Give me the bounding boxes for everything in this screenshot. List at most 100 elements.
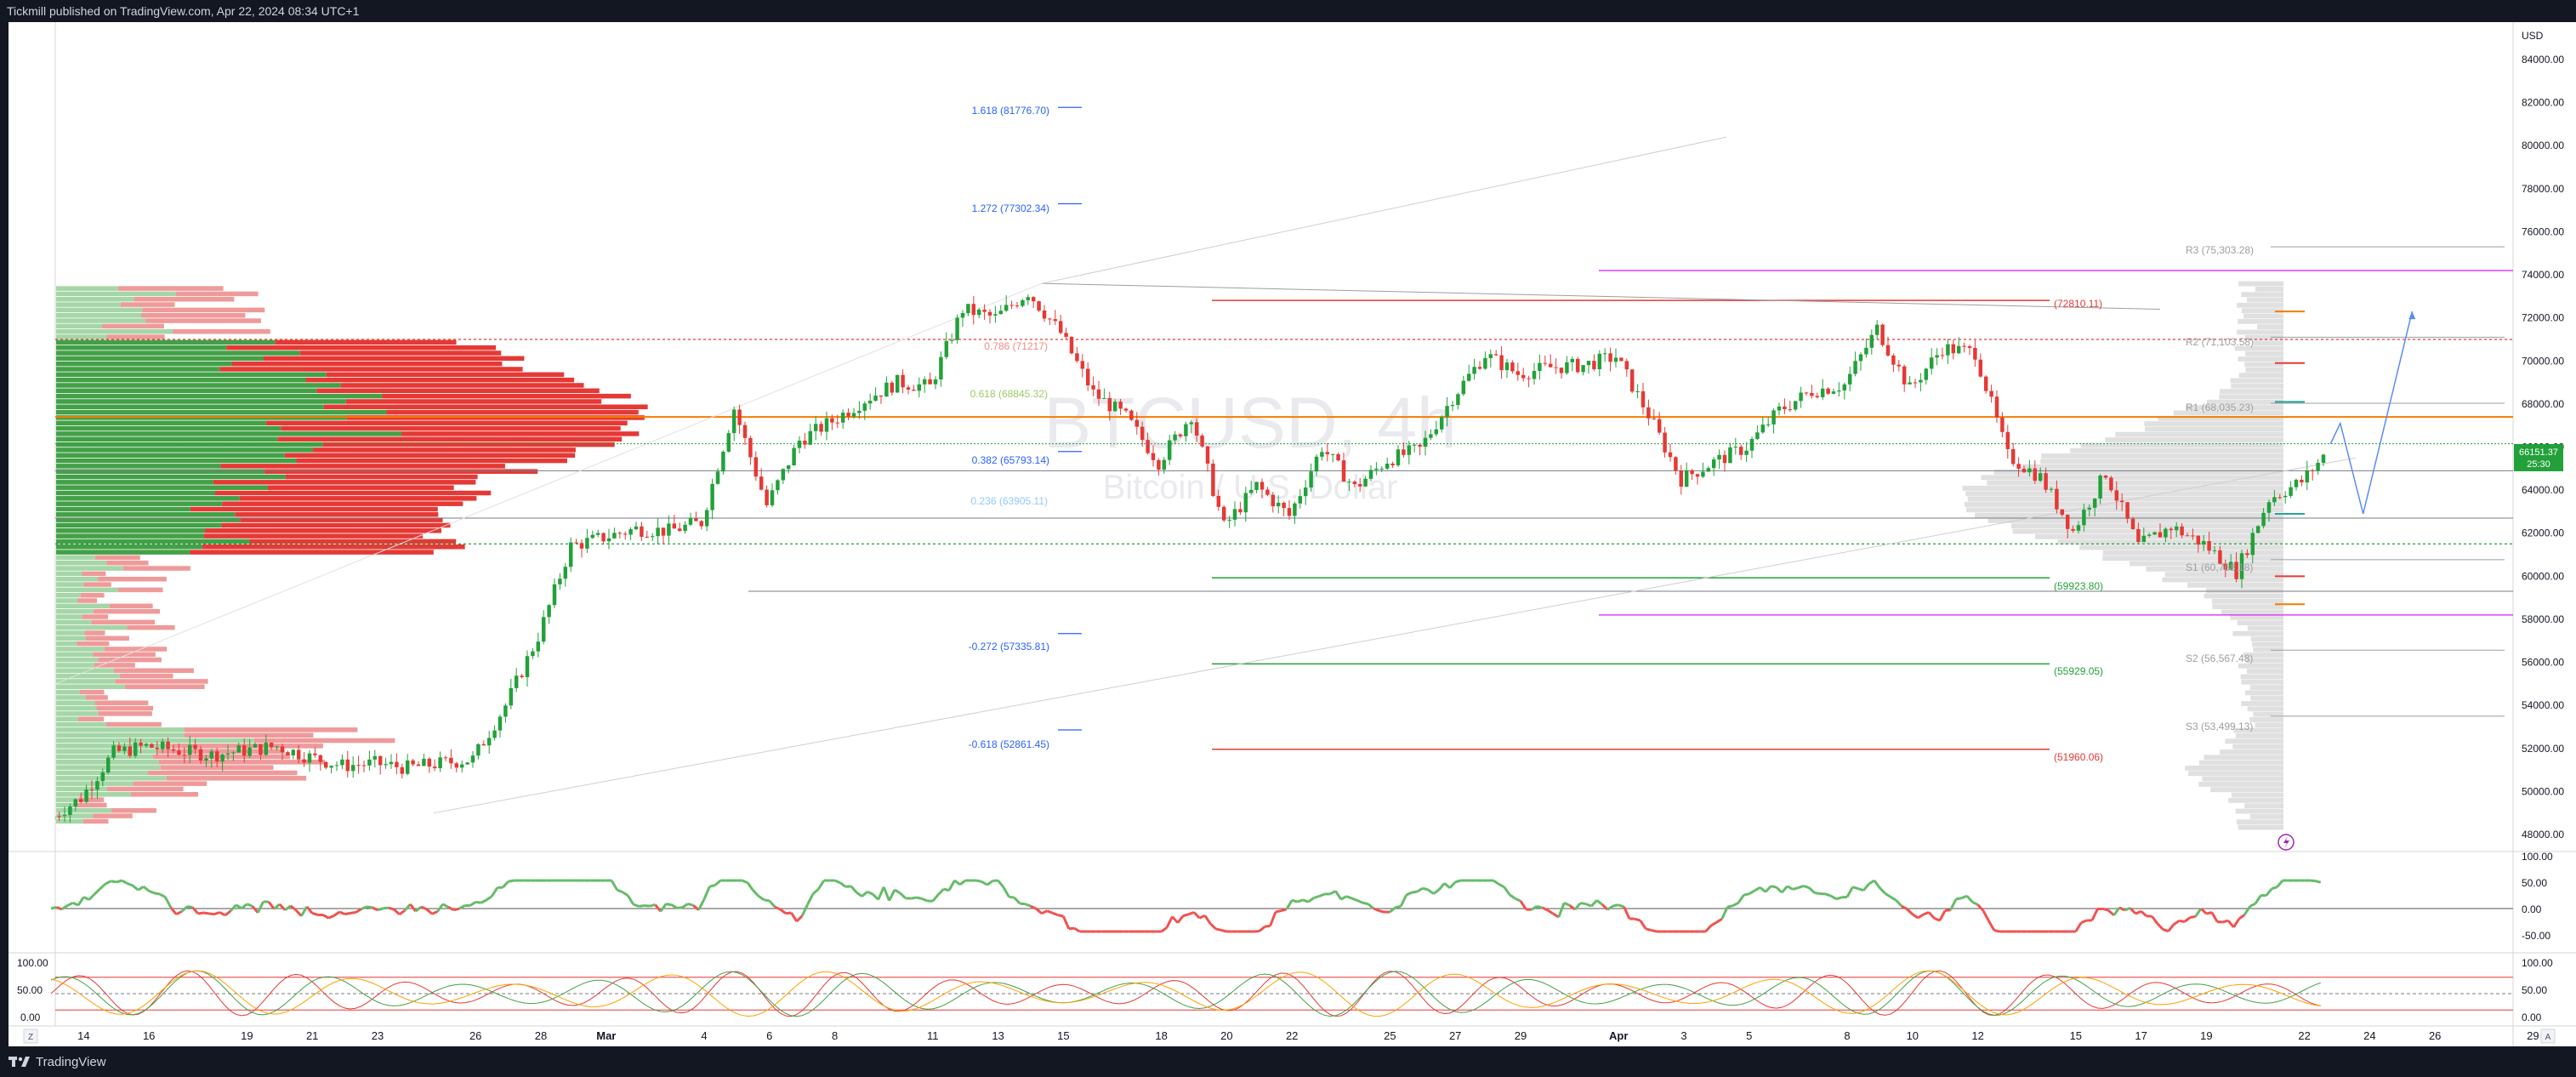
profile-sell-bar	[117, 587, 163, 593]
osc1-segment	[1955, 897, 1962, 901]
candle-body	[2109, 477, 2113, 491]
candle-body	[1967, 346, 1972, 348]
candle-body	[1004, 305, 1009, 311]
lightning-icon[interactable]	[2277, 834, 2295, 851]
corner-right-box[interactable]	[2540, 1029, 2556, 1044]
date-tick-label: 22	[1286, 1029, 1298, 1042]
price-tick-label: 84000.00	[2522, 54, 2564, 66]
osc1-segment	[327, 914, 335, 920]
osc1-segment	[1917, 913, 1925, 920]
candle-body	[378, 755, 383, 766]
profile-sell-bar	[184, 732, 314, 738]
profile-sell-bar	[127, 624, 175, 630]
profile-buy-bar	[56, 550, 190, 555]
candle-body	[933, 379, 938, 385]
profile-sell-bar	[102, 323, 164, 329]
profile-buy-bar	[56, 447, 314, 453]
osc1-segment	[388, 906, 395, 911]
candle-body	[2218, 550, 2222, 564]
candle-body	[1472, 367, 1476, 374]
osc1-segment	[850, 885, 858, 894]
profile-bar	[2105, 437, 2283, 442]
profile-buy-bar	[56, 307, 143, 313]
profile-bar	[2204, 755, 2283, 761]
date-tick-label: 21	[306, 1029, 318, 1042]
profile-bar	[2244, 362, 2283, 368]
osc1-segment	[1618, 903, 1625, 909]
osc1-segment	[154, 892, 161, 896]
candle-body	[1205, 446, 1210, 464]
candle-body	[1575, 358, 1580, 373]
candle-body	[890, 382, 895, 393]
candle-body	[225, 753, 230, 755]
corner-left-box[interactable]	[23, 1029, 38, 1044]
candle-body	[1450, 405, 1455, 407]
chart-panel[interactable]: BTCUSD, 4h Bitcoin / U.S. Dollar 1.618 (…	[9, 22, 2576, 1046]
candle-body	[345, 759, 350, 772]
osc1-segment	[2140, 910, 2148, 917]
osc1-segment	[1612, 903, 1619, 908]
level-label-55929: (55929.05)	[2054, 665, 2103, 677]
candle-body	[1940, 355, 1945, 356]
candle-body	[2196, 535, 2201, 545]
profile-sell-bar	[253, 738, 395, 744]
candle-body	[1396, 449, 1401, 465]
profile-bar	[2238, 663, 2283, 669]
fib-label-0382: 0.382 (65793.14)	[972, 454, 1049, 466]
candle-body	[1668, 452, 1673, 458]
profile-buy-bar	[56, 367, 220, 372]
chart-canvas[interactable]: BTCUSD, 4h Bitcoin / U.S. Dollar 1.618 (…	[9, 22, 2576, 1046]
osc1-segment	[77, 896, 85, 906]
candle-body	[2212, 550, 2217, 551]
fib-label-neg0618: -0.618 (52861.45)	[969, 738, 1049, 750]
osc1-segment	[1814, 892, 1821, 895]
osc1-segment	[1895, 899, 1903, 908]
candle-body	[2152, 532, 2157, 535]
osc1-segment	[1297, 898, 1304, 903]
candle-body	[405, 760, 410, 774]
profile-sell-bar	[213, 480, 476, 485]
volume-profile-left	[56, 286, 648, 824]
osc1-segment	[284, 904, 292, 911]
profile-bar	[2237, 302, 2283, 308]
candle-body	[2250, 533, 2255, 556]
candle-body	[563, 567, 568, 579]
osc1-segment	[2271, 886, 2278, 891]
candle-body	[1891, 355, 1896, 365]
candle-body	[1538, 362, 1542, 372]
candle-body	[2114, 490, 2119, 501]
tradingview-brand[interactable]: TradingView	[9, 1055, 106, 1069]
candle-body	[411, 760, 415, 765]
candle-body	[884, 382, 889, 397]
candle-body	[1635, 390, 1640, 392]
date-tick-label: 27	[1449, 1029, 1461, 1042]
candle-body	[296, 749, 301, 760]
price-axis[interactable]: USD 84000.00 82000.00 80000.00 78000.00 7600…	[2522, 30, 2564, 841]
profile-bar	[2253, 340, 2283, 346]
profile-bar	[2238, 373, 2283, 379]
osc1-segment	[921, 897, 928, 903]
date-tick-label: 8	[832, 1029, 838, 1042]
profile-bar	[2249, 685, 2283, 690]
profile-bar	[2225, 738, 2283, 744]
profile-bar	[2220, 389, 2283, 395]
time-axis[interactable]: 14 16 19 21 23 26 28 Mar 4 6 8 11 13 15 18 20 22 25 27 29 Ap…	[77, 1029, 2539, 1042]
pivot-r1: R1 (68,035.23)	[2186, 402, 2254, 413]
date-tick-label: 15	[2070, 1029, 2082, 1042]
profile-buy-bar	[56, 576, 98, 582]
candle-body	[1885, 345, 1891, 356]
osc1-segment	[1873, 880, 1881, 889]
profile-buy-bar	[56, 399, 346, 404]
candle-body	[2277, 497, 2283, 499]
candle-body	[601, 533, 606, 542]
osc1-segment	[1519, 900, 1527, 910]
profile-buy-bar	[56, 393, 383, 399]
candle-body	[1902, 366, 1907, 385]
candle-body	[454, 763, 459, 768]
profile-bar	[2243, 652, 2283, 658]
candle-body	[1592, 361, 1596, 369]
candle-body	[2164, 528, 2168, 538]
osc1-segment	[1987, 920, 1996, 932]
candle-body	[1608, 353, 1612, 362]
osc1-segment	[116, 879, 122, 884]
